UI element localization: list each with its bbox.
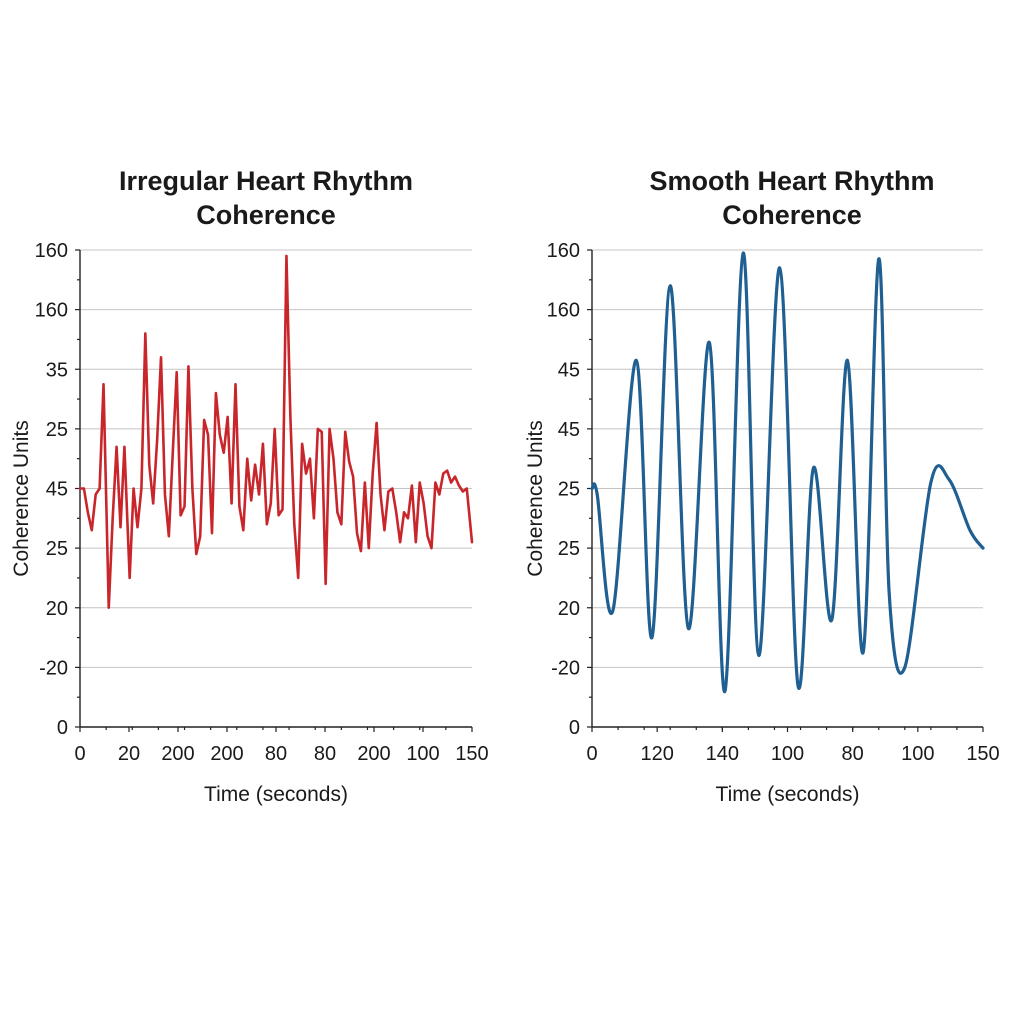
x-tick-label: 80 <box>314 743 336 765</box>
chart-title-line-1: Irregular Heart Rhythm <box>119 166 413 196</box>
x-tick-label: 100 <box>406 743 439 765</box>
y-axis-title: Coherence Units <box>10 420 33 576</box>
chart-title-line-2: Coherence <box>196 200 336 230</box>
series-line <box>78 254 474 610</box>
chart-title-line-1: Smooth Heart Rhythm <box>649 166 934 196</box>
y-tick-label: 20 <box>558 598 580 620</box>
y-tick-label: 0 <box>569 717 580 739</box>
y-tick-label: 45 <box>558 359 580 381</box>
chart-title-line-2: Coherence <box>722 200 862 230</box>
y-tick-label: 25 <box>558 538 580 560</box>
y-tick-label: -20 <box>39 657 68 679</box>
chart-panel-1: Irregular Heart Rhythm Coherence 160 160 35 2… <box>10 166 489 806</box>
y-tick-label: 160 <box>547 300 580 322</box>
x-axis-title: Time (seconds) <box>716 783 860 806</box>
x-tick-label: 200 <box>161 743 194 765</box>
y-tick-label: 0 <box>57 717 68 739</box>
x-tick-label: 20 <box>118 743 140 765</box>
y-axis-title: Coherence Units <box>524 420 547 576</box>
y-tick-label: 160 <box>35 240 68 262</box>
y-tick-label: 25 <box>558 479 580 501</box>
x-tick-label: 100 <box>771 743 804 765</box>
x-tick-label: 200 <box>210 743 243 765</box>
y-tick-label: 45 <box>558 419 580 441</box>
x-tick-label: 140 <box>706 743 739 765</box>
x-tick-label: 80 <box>265 743 287 765</box>
y-tick-label: 45 <box>46 479 68 501</box>
x-tick-label: 120 <box>640 743 673 765</box>
x-tick-label: 0 <box>74 743 85 765</box>
y-tick-label: 20 <box>46 598 68 620</box>
series-line <box>590 251 985 693</box>
x-tick-label: 150 <box>455 743 488 765</box>
x-tick-label: 100 <box>901 743 934 765</box>
x-tick-label: 200 <box>357 743 390 765</box>
x-tick-label: 80 <box>842 743 864 765</box>
y-tick-label: 25 <box>46 538 68 560</box>
y-tick-label: 160 <box>547 240 580 262</box>
y-tick-label: -20 <box>551 657 580 679</box>
y-tick-label: 25 <box>46 419 68 441</box>
y-tick-label: 160 <box>35 300 68 322</box>
chart-panel-2: Smooth Heart Rhythm Coherence 160 160 45 45 25… <box>524 166 1000 806</box>
x-tick-label: 150 <box>966 743 999 765</box>
x-axis-title: Time (seconds) <box>204 783 348 806</box>
y-tick-label: 35 <box>46 359 68 381</box>
x-tick-label: 0 <box>586 743 597 765</box>
